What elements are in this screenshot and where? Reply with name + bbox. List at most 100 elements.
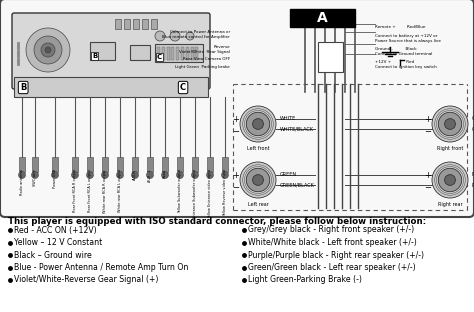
- FancyBboxPatch shape: [12, 13, 210, 89]
- Text: Rear Front RCA R output: Rear Front RCA R output: [73, 169, 77, 212]
- Text: Right front: Right front: [437, 146, 463, 151]
- Bar: [142, 19, 148, 29]
- Text: White rear RCA L output: White rear RCA L output: [118, 169, 122, 212]
- Text: GREEN/BLACK: GREEN/BLACK: [280, 183, 315, 188]
- Text: Right rear: Right rear: [438, 202, 462, 207]
- Bar: [181, 47, 184, 60]
- Bar: [192, 157, 198, 172]
- Bar: [14, 77, 208, 97]
- Circle shape: [246, 112, 270, 136]
- Text: C: C: [180, 83, 186, 92]
- Circle shape: [253, 119, 264, 129]
- Text: +: +: [425, 115, 431, 124]
- Text: B: B: [20, 83, 27, 92]
- Text: White/White black - Left front speaker (+/-): White/White black - Left front speaker (…: [248, 238, 417, 247]
- Circle shape: [221, 172, 228, 178]
- Text: AUX - L: AUX - L: [148, 169, 152, 182]
- Text: AUX-R: AUX-R: [133, 169, 137, 180]
- Bar: [117, 157, 123, 172]
- Text: Yellow – 12 V Constant: Yellow – 12 V Constant: [14, 238, 102, 247]
- Text: Radio antenna: Radio antenna: [20, 169, 24, 195]
- Bar: [290, 9, 355, 27]
- Bar: [87, 157, 93, 172]
- Bar: [124, 19, 130, 29]
- Text: Violet/White-Reverse Gear Signal (+): Violet/White-Reverse Gear Signal (+): [14, 275, 158, 285]
- Circle shape: [155, 31, 165, 41]
- Bar: [176, 47, 179, 60]
- Circle shape: [131, 172, 138, 178]
- Text: WHITE: WHITE: [280, 116, 296, 121]
- Bar: [195, 47, 199, 60]
- Circle shape: [146, 172, 154, 178]
- Bar: [130, 45, 150, 60]
- Circle shape: [101, 172, 109, 178]
- Text: Rear View Camera OFF: Rear View Camera OFF: [183, 57, 230, 61]
- Bar: [157, 47, 160, 60]
- Text: −: −: [425, 128, 431, 137]
- Text: −: −: [425, 183, 431, 193]
- Bar: [151, 19, 157, 29]
- Text: −: −: [233, 183, 239, 193]
- Circle shape: [207, 172, 213, 178]
- Circle shape: [253, 175, 264, 185]
- Text: Left rear: Left rear: [247, 202, 268, 207]
- Circle shape: [170, 31, 180, 41]
- Text: Remote +         Red/Blue: Remote + Red/Blue: [375, 25, 425, 29]
- Text: PURPLE/BLACK: PURPLE/BLACK: [472, 183, 474, 188]
- Circle shape: [445, 175, 456, 185]
- Text: GREY: GREY: [472, 116, 474, 121]
- Circle shape: [26, 28, 70, 72]
- Bar: [19, 157, 25, 172]
- Bar: [133, 19, 139, 29]
- Text: PURPLE: PURPLE: [472, 173, 474, 178]
- Circle shape: [432, 162, 468, 198]
- Text: Connect to battery at +12V or
Power Source that is always live: Connect to battery at +12V or Power Sour…: [375, 34, 441, 43]
- Circle shape: [176, 172, 183, 178]
- Circle shape: [445, 119, 456, 129]
- Text: Purple/Purple black - Right rear speaker (+/-): Purple/Purple black - Right rear speaker…: [248, 251, 424, 260]
- Circle shape: [86, 172, 93, 178]
- Text: +: +: [233, 170, 239, 179]
- Bar: [90, 42, 115, 60]
- Text: This player is equipped with ISO standard connector, please follow below instruc: This player is equipped with ISO standar…: [8, 217, 426, 226]
- Bar: [102, 157, 108, 172]
- Bar: [52, 157, 58, 172]
- Text: Reverse
Violet/White  Rear Signal: Reverse Violet/White Rear Signal: [179, 45, 230, 54]
- Circle shape: [432, 106, 468, 142]
- Text: C: C: [157, 54, 162, 60]
- Circle shape: [438, 168, 462, 192]
- Bar: [115, 19, 121, 29]
- Text: Entrance Subwoofer output: Entrance Subwoofer output: [193, 169, 197, 218]
- Text: +: +: [233, 115, 239, 124]
- Bar: [318, 42, 343, 72]
- Circle shape: [240, 106, 276, 142]
- Bar: [166, 47, 170, 60]
- Text: Rear Front RCA L output: Rear Front RCA L output: [88, 169, 92, 212]
- Bar: [177, 157, 183, 172]
- Text: Yellow Reverse video input: Yellow Reverse video input: [223, 169, 227, 217]
- Bar: [172, 47, 174, 60]
- Text: GREY/BLACK: GREY/BLACK: [472, 126, 474, 131]
- Bar: [222, 157, 228, 172]
- Text: Green/Green black - Left rear speaker (+/-): Green/Green black - Left rear speaker (+…: [248, 263, 416, 272]
- Text: Yellow Entrance video input: Yellow Entrance video input: [208, 169, 212, 218]
- Text: Black – Ground wire: Black – Ground wire: [14, 251, 92, 260]
- Text: −: −: [233, 128, 239, 137]
- Text: Blue - Power Antenna / Remote Amp Turn On: Blue - Power Antenna / Remote Amp Turn O…: [14, 263, 188, 272]
- Text: Power USB: Power USB: [53, 169, 57, 188]
- Circle shape: [18, 172, 26, 178]
- Bar: [155, 44, 203, 62]
- Bar: [207, 157, 213, 172]
- Text: Left front: Left front: [246, 146, 269, 151]
- Text: White rear RCA R output: White rear RCA R output: [103, 169, 107, 213]
- Bar: [186, 47, 189, 60]
- Bar: [162, 47, 165, 60]
- Text: Light Green-Parking Brake (-): Light Green-Parking Brake (-): [248, 275, 362, 285]
- Text: Connect to Ground terminal: Connect to Ground terminal: [375, 52, 432, 56]
- Circle shape: [240, 162, 276, 198]
- Circle shape: [45, 47, 51, 53]
- Text: Read: Read: [163, 169, 167, 178]
- Text: B: B: [92, 53, 97, 59]
- Text: Grey/Grey black - Right front speaker (+/-): Grey/Grey black - Right front speaker (+…: [248, 226, 414, 235]
- Bar: [32, 157, 38, 172]
